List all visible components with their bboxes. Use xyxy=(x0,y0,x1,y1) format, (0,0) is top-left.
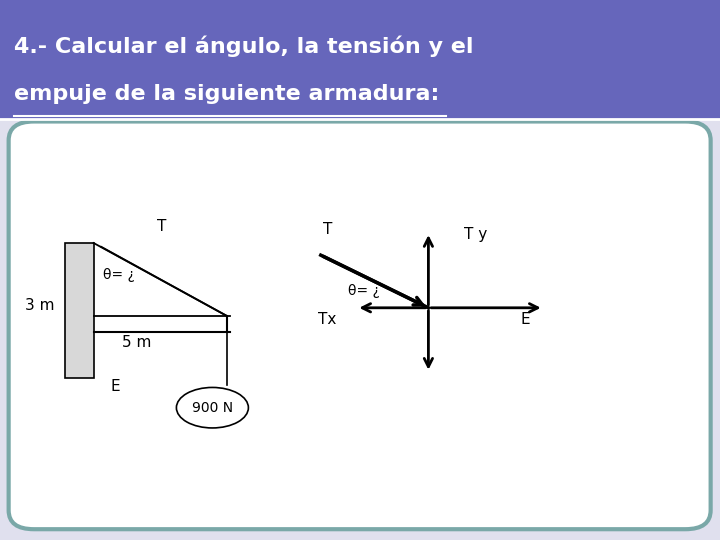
Text: 5 m: 5 m xyxy=(122,335,151,350)
Text: 3 m: 3 m xyxy=(25,298,54,313)
Text: 4.- Calcular el ángulo, la tensión y el: 4.- Calcular el ángulo, la tensión y el xyxy=(14,35,474,57)
Text: T y: T y xyxy=(464,227,487,242)
Text: E: E xyxy=(110,379,120,394)
Text: θ= ¿: θ= ¿ xyxy=(348,284,379,298)
FancyBboxPatch shape xyxy=(9,122,711,529)
Bar xyxy=(65,243,94,378)
Text: empuje de la siguiente armadura:: empuje de la siguiente armadura: xyxy=(14,84,440,105)
Text: E: E xyxy=(521,312,531,327)
Bar xyxy=(0,0,720,119)
Ellipse shape xyxy=(176,388,248,428)
Text: T: T xyxy=(157,219,167,234)
Text: Tx: Tx xyxy=(318,312,337,327)
Text: 900 N: 900 N xyxy=(192,401,233,415)
Text: T: T xyxy=(323,222,333,237)
Text: θ= ¿: θ= ¿ xyxy=(103,268,135,282)
